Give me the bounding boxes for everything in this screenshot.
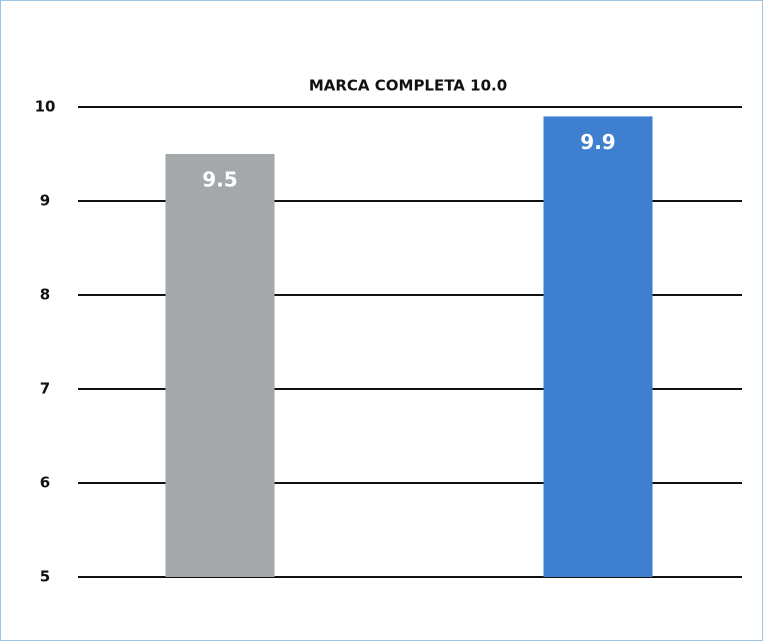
y-tick-label: 7 <box>40 380 50 398</box>
y-tick-label: 8 <box>40 286 50 304</box>
y-tick-label: 9 <box>40 192 50 210</box>
bar <box>543 116 653 578</box>
chart-title: MARCA COMPLETA 10.0 <box>309 77 507 95</box>
y-tick-label: 10 <box>35 98 56 116</box>
bar <box>165 154 275 577</box>
y-tick-label: 5 <box>40 568 50 586</box>
y-tick-label: 6 <box>40 474 50 492</box>
data-label: 9.5 <box>202 168 237 192</box>
data-label: 9.9 <box>580 130 615 154</box>
